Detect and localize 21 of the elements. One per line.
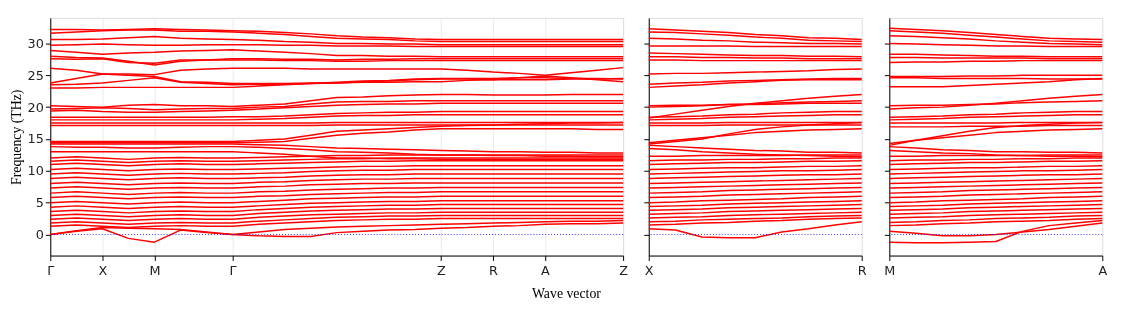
x-axis-title: Wave vector	[531, 286, 602, 302]
y-tick-label: 20	[27, 99, 44, 115]
x-tick-label: X	[644, 262, 654, 278]
x-tick-label: A	[1098, 262, 1108, 278]
x-tick-label: Z	[436, 262, 446, 278]
y-tick-label: 10	[27, 163, 44, 179]
y-tick-label: 25	[27, 67, 44, 83]
x-tick-label: Z	[619, 262, 629, 278]
y-tick-label: 5	[35, 195, 44, 211]
x-tick-label: R	[488, 262, 498, 278]
y-tick-label: 30	[27, 35, 44, 51]
y-tick-label: 0	[35, 226, 44, 242]
y-tick-label: 15	[27, 131, 44, 147]
x-tick-label: M	[884, 262, 896, 278]
x-tick-label: R	[857, 262, 867, 278]
x-tick-label: X	[98, 262, 108, 278]
x-tick-label: A	[541, 262, 551, 278]
x-tick-label: M	[149, 262, 161, 278]
y-axis-title: Frequency (THz)	[8, 89, 25, 185]
x-tick-label: Γ	[47, 262, 56, 278]
x-tick-label: Γ	[229, 262, 238, 278]
